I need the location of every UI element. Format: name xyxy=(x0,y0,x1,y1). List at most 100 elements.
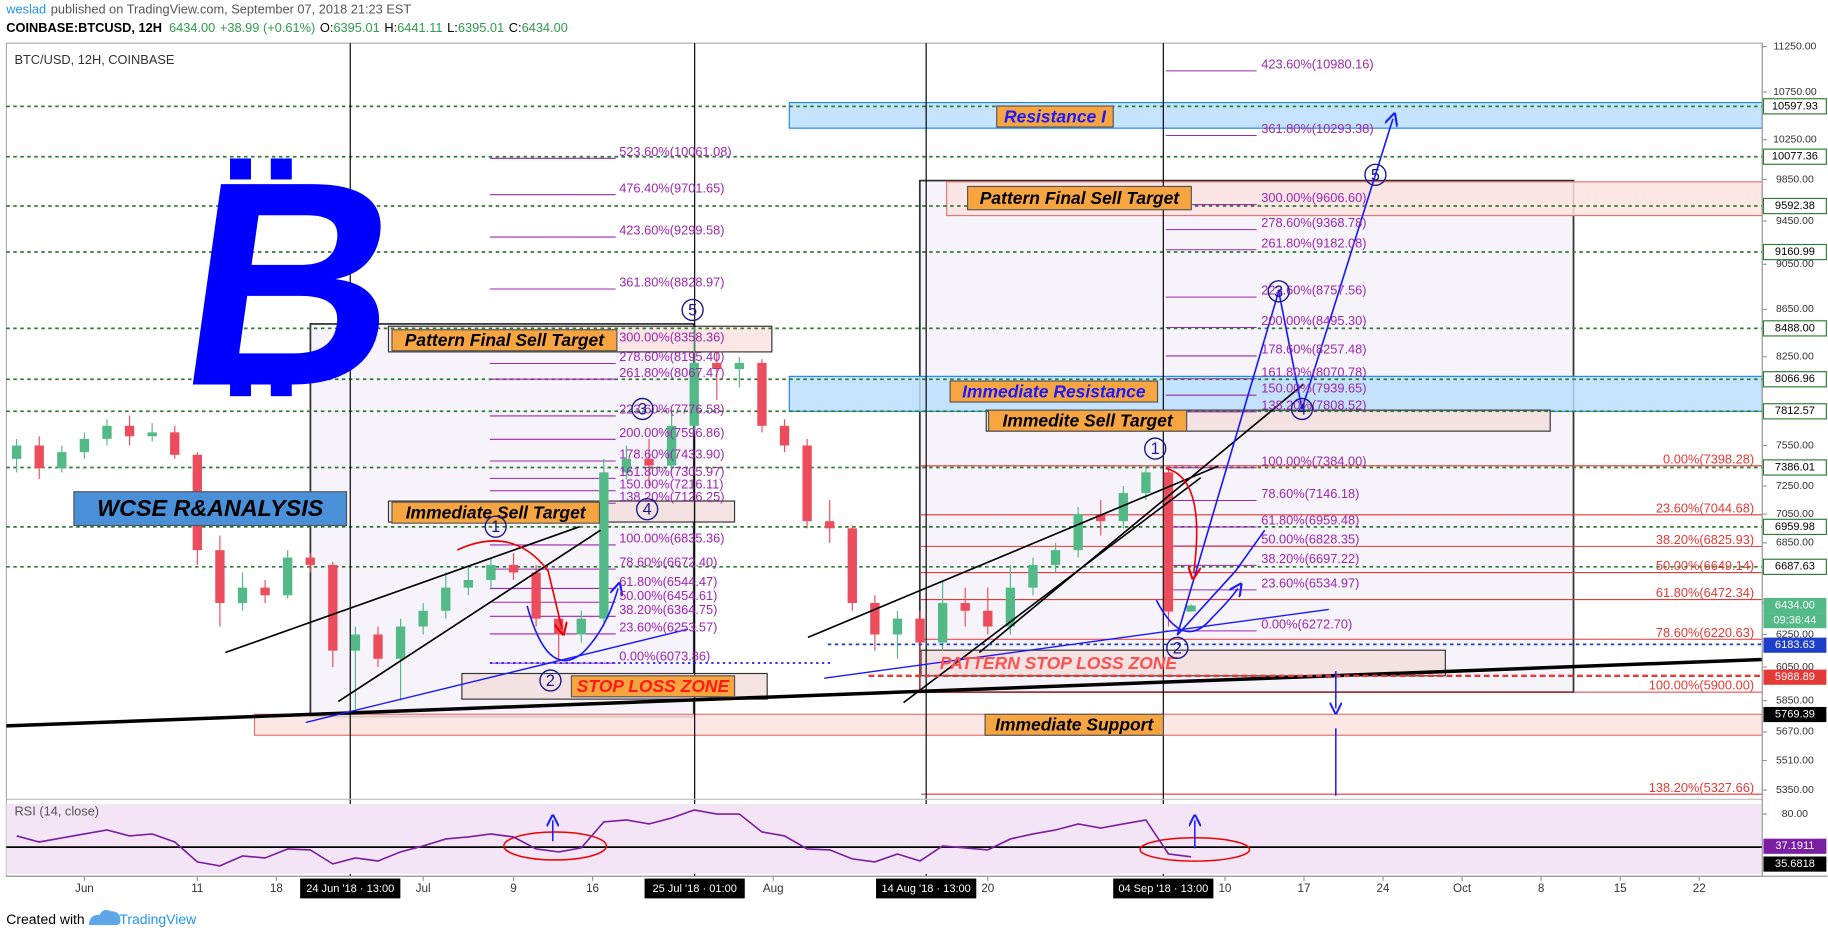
fib-labels: 523.60%(10061.08)476.40%(9701.65)423.60%… xyxy=(619,56,1754,794)
fib-label: 150.00%(7216.11) xyxy=(619,476,723,491)
zone-label: PATTERN STOP LOSS ZONE xyxy=(940,653,1178,673)
zone-label: Immediate Resistance xyxy=(962,381,1146,401)
fib-label: 361.80%(8828.97) xyxy=(619,275,724,290)
x-tick-label: Jul xyxy=(416,882,431,895)
candle-body xyxy=(621,458,632,473)
marker-label-bg xyxy=(644,878,745,899)
candle-body xyxy=(463,580,474,588)
rsi-title: RSI (14, close) xyxy=(14,804,99,819)
zone xyxy=(920,649,1446,677)
marker-label-bg xyxy=(876,878,977,899)
candle-body xyxy=(102,425,112,439)
candle-body xyxy=(215,550,225,603)
price-tag xyxy=(1762,197,1827,215)
logo-bar xyxy=(270,375,292,397)
trendline xyxy=(978,383,1304,654)
wave-label: 1 xyxy=(1151,440,1160,458)
drawings xyxy=(6,119,1763,796)
fib-label: 0.00%(6073.86) xyxy=(619,649,710,664)
y-tick-label: 5350.00 xyxy=(1776,785,1814,796)
wave-label: 2 xyxy=(1173,639,1182,657)
candle-body xyxy=(599,472,609,619)
ohlc-key: H: xyxy=(384,21,397,36)
candle-body xyxy=(1050,550,1061,565)
candles xyxy=(11,326,1196,710)
price-tag-label: 5769.39 xyxy=(1775,708,1815,720)
rsi-pane: RSI (14, close) xyxy=(6,798,1828,874)
price-tag xyxy=(1762,403,1827,420)
candle-body xyxy=(486,564,496,581)
ohlc-value: 6395.01 xyxy=(458,21,504,36)
trendline xyxy=(807,465,1219,639)
user[interactable]: weslad xyxy=(5,2,46,17)
rsi-tag xyxy=(1763,856,1827,872)
projection xyxy=(1176,119,1393,636)
y-tick-label: 10250.00 xyxy=(1773,134,1817,145)
price-tag-label: 5988.89 xyxy=(1775,671,1815,683)
fib-label: 278.60%(9368.78) xyxy=(1261,215,1366,230)
zone-label: Immedite Sell Target xyxy=(1003,410,1174,430)
header-line: weslad published on TradingView.com, Sept… xyxy=(5,2,411,17)
wave-label: 4 xyxy=(1297,400,1306,418)
marker-label: 25 Jul '18 · 01:00 xyxy=(652,883,736,895)
fib-label: 38.20%(6364.75) xyxy=(619,602,717,617)
fib-label: 278.60%(8195.40) xyxy=(619,349,724,364)
rsi-tag-label: 37.1911 xyxy=(1775,840,1814,852)
zone-label: WCSE R&ANALYSIS xyxy=(97,495,324,521)
wave-label: 5 xyxy=(1371,166,1380,184)
candle-body xyxy=(11,445,22,459)
rsi-tag xyxy=(1763,838,1827,854)
candle-body xyxy=(441,587,451,611)
symbol-line: COINBASE:BTCUSD, 12H 6434.00 +38.99 (+0.61… xyxy=(6,21,568,36)
rsi-line xyxy=(16,809,1192,867)
y-tick-label: 6250.00 xyxy=(1776,629,1814,640)
candle-body xyxy=(666,425,677,466)
y-tick-label: 5510.00 xyxy=(1776,755,1814,766)
candle-body xyxy=(960,602,970,611)
price-tag-label: 6687.63 xyxy=(1775,561,1815,573)
brand-icon xyxy=(89,910,121,926)
zone-label-box xyxy=(967,185,1192,211)
x-tick-label: Oct xyxy=(1453,882,1472,895)
candle-body xyxy=(757,362,767,426)
candle-body xyxy=(350,634,361,651)
fib-label: 178.60%(8257.48) xyxy=(1261,341,1366,356)
y-tick-label: 6050.00 xyxy=(1776,662,1814,673)
fib-label: 100.00%(5900.00) xyxy=(1649,678,1754,693)
price-axis: 11250.00 10750.00 10250.00 9850.00 9450.00 90… xyxy=(1761,41,1828,877)
price-tag xyxy=(1763,669,1827,685)
published: published on TradingView.com, September … xyxy=(51,2,412,17)
ohlc-value: 6395.01 xyxy=(333,21,379,36)
fib-label: 0.00%(6272.70) xyxy=(1261,616,1352,631)
brand[interactable]: TradingView xyxy=(119,911,197,927)
price-tag xyxy=(1762,371,1827,388)
marker-label: 04 Sep '18 · 13:00 xyxy=(1118,883,1208,895)
zone-label-box xyxy=(996,105,1114,128)
y-tick-label: 11250.00 xyxy=(1773,41,1816,52)
candle-body xyxy=(1118,492,1128,522)
y-tick-label: 7550.00 xyxy=(1776,440,1814,451)
price-tag-label: 7812.57 xyxy=(1775,405,1815,417)
trendline xyxy=(305,628,689,724)
footer-text: Created with xyxy=(6,911,84,927)
y-tick-label: 5670.00 xyxy=(1776,727,1814,738)
waves: 1 2 3 4 5 1 2 3 4 5 xyxy=(484,163,1387,692)
candle-body xyxy=(870,602,880,635)
fib-label: 50.00%(6649.14) xyxy=(1656,558,1754,573)
logo-bar xyxy=(230,375,251,397)
price-tag-label: 6959.98 xyxy=(1775,521,1815,533)
fib-label: 61.80%(6959.48) xyxy=(1261,513,1359,528)
price-tag xyxy=(1762,98,1827,115)
candle-body xyxy=(147,432,157,437)
candle-body xyxy=(170,432,180,455)
wave-label: 2 xyxy=(546,672,555,690)
zone-label: Immediate Support xyxy=(995,715,1154,735)
x-tick-label: 10 xyxy=(1218,882,1231,895)
fib-label: 178.60%(7433.90) xyxy=(619,447,724,462)
wave-circle xyxy=(681,298,704,322)
fib-label: 38.20%(6697.22) xyxy=(1261,551,1359,566)
ohlc-key: O: xyxy=(320,21,334,36)
zone-labels: Resistance I Pattern Final Sell Target Pat… xyxy=(73,105,1192,736)
fib-label: 38.20%(6825.93) xyxy=(1656,532,1754,547)
wave-circle xyxy=(631,397,654,421)
